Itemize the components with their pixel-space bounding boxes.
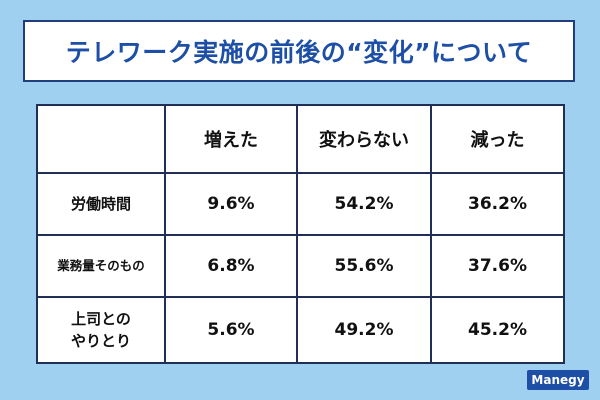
- title-banner: テレワーク実施の前後の“変化”について: [23, 20, 575, 82]
- cell-value: 45.2%: [430, 296, 565, 364]
- row-label-line: やりとり: [70, 332, 131, 350]
- row-label-boss-communication: 上司との やりとり: [36, 296, 166, 364]
- column-header-unchanged: 変わらない: [296, 104, 432, 174]
- row-label-workload: 業務量そのもの: [36, 234, 166, 298]
- column-header-decreased: 減った: [430, 104, 565, 174]
- cell-value: 54.2%: [296, 172, 432, 236]
- page-title: テレワーク実施の前後の“変化”について: [65, 38, 533, 67]
- column-header-increased: 増えた: [164, 104, 298, 174]
- table-row-boss-communication: 上司との やりとり 5.6% 49.2% 45.2%: [36, 296, 565, 364]
- cell-value: 6.8%: [164, 234, 298, 298]
- cell-value: 9.6%: [164, 172, 298, 236]
- corner-cell: [36, 104, 166, 174]
- cell-value: 36.2%: [430, 172, 565, 236]
- table-header-row: 増えた 変わらない 減った: [36, 104, 565, 174]
- brand-logo: Manegy: [527, 370, 589, 390]
- cell-value: 55.6%: [296, 234, 432, 298]
- row-label-working-hours: 労働時間: [36, 172, 166, 236]
- table-row-working-hours: 労働時間 9.6% 54.2% 36.2%: [36, 172, 565, 236]
- comparison-table: 増えた 変わらない 減った 労働時間 9.6% 54.2% 36.2% 業務量そ…: [36, 104, 565, 364]
- cell-value: 37.6%: [430, 234, 565, 298]
- cell-value: 49.2%: [296, 296, 432, 364]
- table-row-workload: 業務量そのもの 6.8% 55.6% 37.6%: [36, 234, 565, 298]
- cell-value: 5.6%: [164, 296, 298, 364]
- row-label-line: 上司との: [71, 310, 131, 328]
